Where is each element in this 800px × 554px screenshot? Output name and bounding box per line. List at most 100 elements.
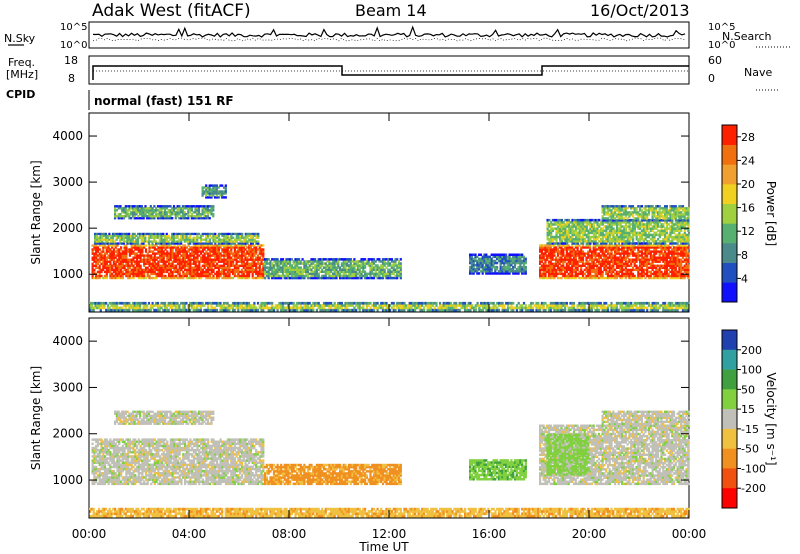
data-cell (678, 246, 681, 249)
data-cell (610, 250, 613, 253)
data-cell (331, 272, 335, 276)
data-cell (221, 196, 224, 199)
data-cell (226, 242, 229, 245)
data-cell (120, 256, 123, 259)
data-cell (681, 248, 685, 251)
data-cell (565, 256, 568, 259)
data-cell (139, 250, 142, 253)
data-cell (315, 276, 318, 280)
data-cell (136, 268, 139, 272)
data-cell (130, 217, 133, 220)
data-cell (123, 272, 126, 276)
data-cell (287, 268, 290, 271)
data-cell (260, 244, 263, 247)
data-cell (358, 274, 361, 278)
data-cell (94, 242, 97, 245)
data-cell (91, 274, 94, 278)
data-cell (653, 266, 656, 269)
data-cell (371, 258, 374, 261)
data-cell (314, 268, 317, 271)
data-cell (596, 252, 599, 255)
data-cell (687, 266, 690, 269)
data-cell (651, 218, 654, 222)
data-cell (517, 272, 520, 275)
data-cell (155, 242, 158, 245)
data-cell (376, 268, 379, 271)
data-cell (201, 238, 204, 241)
data-cell (271, 274, 274, 278)
data-cell (162, 262, 165, 265)
data-cell (194, 256, 197, 259)
data-cell (111, 252, 114, 255)
data-cell (203, 244, 206, 247)
data-cell (201, 272, 204, 276)
data-cell (596, 274, 599, 278)
data-cell (237, 272, 240, 276)
data-cell (99, 242, 102, 245)
data-cell (183, 232, 186, 236)
data-cell (390, 266, 393, 269)
data-cell (617, 250, 620, 253)
data-cell (189, 232, 192, 236)
data-cell (553, 244, 556, 247)
data-cell (143, 246, 146, 249)
data-cell (519, 259, 522, 263)
data-cell (569, 276, 572, 280)
data-cell (235, 234, 238, 237)
data-cell (546, 248, 549, 251)
data-cell (150, 244, 153, 247)
data-cell (607, 233, 610, 237)
data-cell (662, 246, 665, 249)
data-cell (249, 258, 252, 261)
data-cell (614, 242, 617, 245)
data-cell (183, 205, 186, 208)
data-cell (189, 260, 192, 263)
data-cell (651, 276, 654, 280)
data-cell (258, 264, 261, 267)
data-cell (203, 211, 206, 214)
data-cell (665, 254, 668, 257)
data-cell (210, 196, 213, 199)
data-cell (631, 254, 635, 257)
data-cell (569, 272, 572, 276)
data-cell (508, 272, 511, 275)
data-cell (212, 244, 215, 247)
data-cell (232, 276, 235, 280)
data-cell (212, 258, 215, 261)
data-cell (631, 266, 635, 269)
data-cell (655, 218, 658, 222)
data-cell (217, 258, 220, 261)
data-cell (165, 215, 168, 218)
data-cell (622, 254, 626, 257)
data-cell (95, 234, 98, 237)
data-cell (589, 223, 592, 226)
data-cell (658, 268, 661, 272)
data-cell (184, 266, 187, 269)
data-cell (574, 250, 577, 253)
data-cell (175, 276, 178, 280)
data-cell (116, 270, 119, 274)
data-cell (159, 272, 162, 276)
data-cell (564, 246, 567, 249)
data-cell (95, 254, 98, 257)
data-cell (569, 235, 572, 239)
data-cell (226, 272, 229, 276)
data-cell (289, 272, 292, 276)
data-cell (223, 260, 226, 263)
data-cell (571, 223, 574, 226)
data-cell (651, 225, 654, 228)
data-cell (201, 188, 204, 191)
data-cell (230, 258, 233, 261)
data-cell (387, 270, 390, 273)
data-cell (524, 272, 527, 275)
data-cell (381, 262, 385, 265)
data-cell (155, 215, 158, 218)
data-cell (349, 260, 352, 263)
data-cell (205, 244, 208, 247)
data-cell (599, 250, 602, 253)
data-cell (503, 255, 506, 259)
data-cell (571, 242, 574, 245)
data-cell (147, 242, 150, 245)
data-cell (544, 268, 547, 272)
